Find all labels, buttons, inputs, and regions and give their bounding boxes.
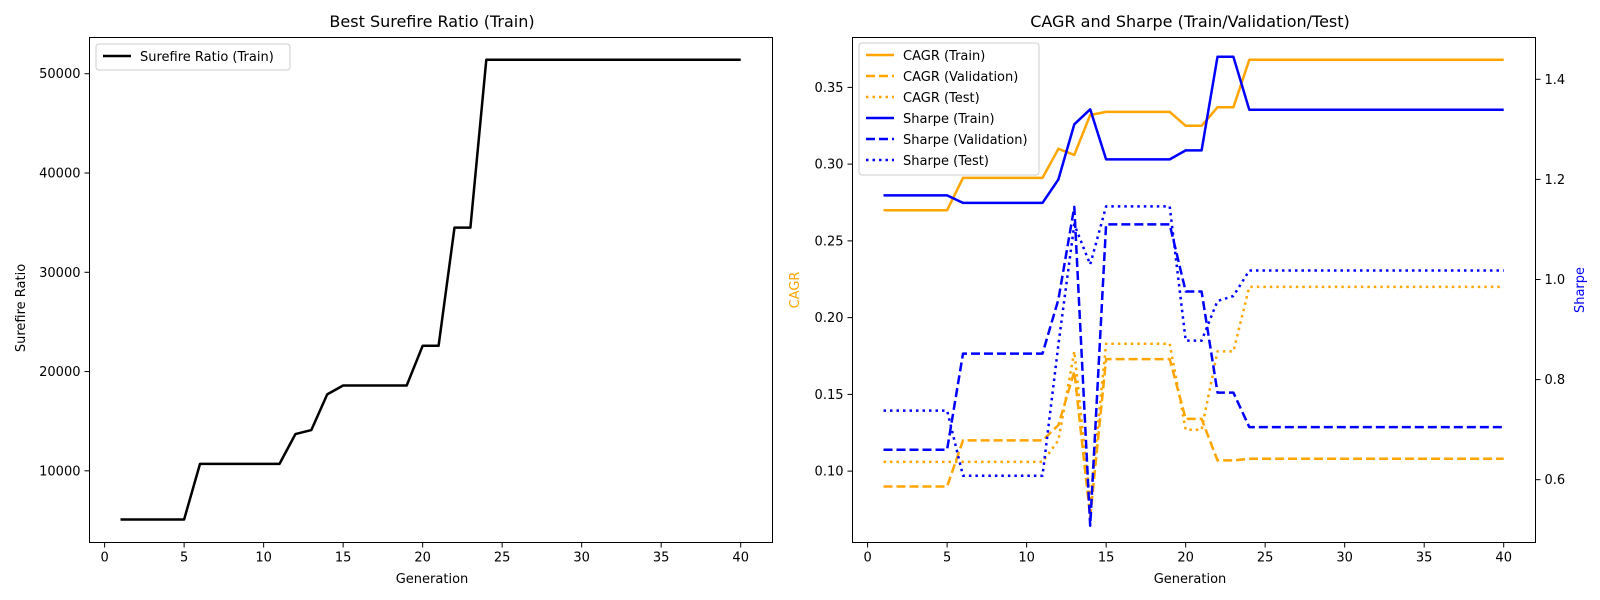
y-tick-label: 0.30 bbox=[815, 158, 844, 173]
y-tick-label: 10000 bbox=[39, 464, 80, 479]
right-legend-box bbox=[858, 42, 1040, 176]
y-right-tick-label: 0.6 bbox=[1545, 473, 1566, 488]
right-x-ticks: 0 5 10 15 20 25 30 35 40 bbox=[863, 542, 1512, 566]
x-tick-label: 25 bbox=[1257, 551, 1274, 566]
x-tick-label: 30 bbox=[573, 551, 590, 566]
legend-label-cagr-train: CAGR (Train) bbox=[903, 49, 985, 64]
y-tick-label: 0.20 bbox=[815, 311, 844, 326]
left-legend-label: Surefire Ratio (Train) bbox=[140, 50, 274, 65]
y-tick-label: 0.35 bbox=[815, 81, 844, 96]
left-legend-box bbox=[95, 43, 291, 71]
legend-label-sharpe-train: Sharpe (Train) bbox=[903, 112, 995, 127]
x-tick-label: 15 bbox=[1098, 551, 1115, 566]
right-x-axis-label: Generation bbox=[1154, 572, 1227, 587]
legend-label-cagr-validation: CAGR (Validation) bbox=[903, 70, 1018, 85]
right-chart: CAGR and Sharpe (Train/Validation/Test) … bbox=[788, 12, 1588, 587]
right-legend: CAGR (Train) CAGR (Validation) CAGR (Tes… bbox=[858, 42, 1040, 176]
series-line-cagr-train bbox=[883, 58, 1504, 212]
legend-label-cagr-test: CAGR (Test) bbox=[903, 91, 980, 106]
y-right-tick-label: 1.0 bbox=[1545, 273, 1566, 288]
x-tick-label: 10 bbox=[255, 551, 272, 566]
left-y-axis-label: Surefire Ratio bbox=[14, 264, 29, 352]
x-tick-label: 0 bbox=[100, 551, 108, 566]
left-x-axis-label: Generation bbox=[396, 572, 469, 587]
left-y-ticks: 10000 20000 30000 40000 50000 bbox=[39, 67, 90, 479]
x-tick-label: 25 bbox=[494, 551, 511, 566]
y-tick-label: 40000 bbox=[39, 167, 80, 182]
y-tick-label: 0.15 bbox=[815, 388, 844, 403]
y-tick-label: 20000 bbox=[39, 365, 80, 380]
right-series-lines bbox=[883, 55, 1504, 527]
left-chart: Best Surefire Ratio (Train) Generation S… bbox=[14, 12, 773, 587]
x-tick-label: 30 bbox=[1336, 551, 1353, 566]
x-tick-label: 15 bbox=[335, 551, 352, 566]
x-tick-label: 5 bbox=[180, 551, 188, 566]
y-tick-label: 0.10 bbox=[815, 465, 844, 480]
x-tick-label: 40 bbox=[1495, 551, 1512, 566]
x-tick-label: 40 bbox=[732, 551, 749, 566]
left-chart-title: Best Surefire Ratio (Train) bbox=[329, 12, 534, 31]
y-right-tick-label: 1.4 bbox=[1545, 73, 1566, 88]
right-chart-title: CAGR and Sharpe (Train/Validation/Test) bbox=[1030, 12, 1350, 31]
right-right-y-ticks: 0.6 0.8 1.0 1.2 1.4 bbox=[1535, 73, 1566, 488]
x-tick-label: 5 bbox=[943, 551, 951, 566]
x-tick-label: 10 bbox=[1018, 551, 1035, 566]
y-right-tick-label: 0.8 bbox=[1545, 373, 1566, 388]
series-line-sharpe-validation bbox=[883, 205, 1504, 527]
y-tick-label: 0.25 bbox=[815, 234, 844, 249]
legend-label-sharpe-test: Sharpe (Test) bbox=[903, 154, 989, 169]
series-line-cagr-test bbox=[883, 285, 1504, 504]
y-tick-label: 50000 bbox=[39, 67, 80, 82]
right-left-y-ticks: 0.10 0.15 0.20 0.25 0.30 0.35 bbox=[815, 81, 853, 480]
x-tick-label: 35 bbox=[653, 551, 670, 566]
left-plot-frame bbox=[89, 37, 773, 543]
right-right-y-axis-label: Sharpe bbox=[1573, 267, 1588, 313]
left-x-ticks: 0 5 10 15 20 25 30 35 40 bbox=[100, 542, 749, 566]
x-tick-label: 35 bbox=[1416, 551, 1433, 566]
x-tick-label: 20 bbox=[414, 551, 431, 566]
x-tick-label: 20 bbox=[1177, 551, 1194, 566]
right-left-y-axis-label: CAGR bbox=[788, 272, 803, 309]
series-line-sharpe-train bbox=[883, 55, 1504, 205]
series-line-surefire-ratio-train bbox=[120, 58, 741, 521]
right-plot-frame bbox=[852, 37, 1536, 543]
left-series-lines bbox=[120, 58, 741, 521]
y-tick-label: 30000 bbox=[39, 266, 80, 281]
y-right-tick-label: 1.2 bbox=[1545, 173, 1566, 188]
series-line-sharpe-test bbox=[883, 205, 1504, 477]
left-legend: Surefire Ratio (Train) bbox=[95, 43, 291, 71]
x-tick-label: 0 bbox=[863, 551, 871, 566]
series-line-cagr-validation bbox=[883, 357, 1504, 519]
legend-label-sharpe-validation: Sharpe (Validation) bbox=[903, 133, 1028, 148]
